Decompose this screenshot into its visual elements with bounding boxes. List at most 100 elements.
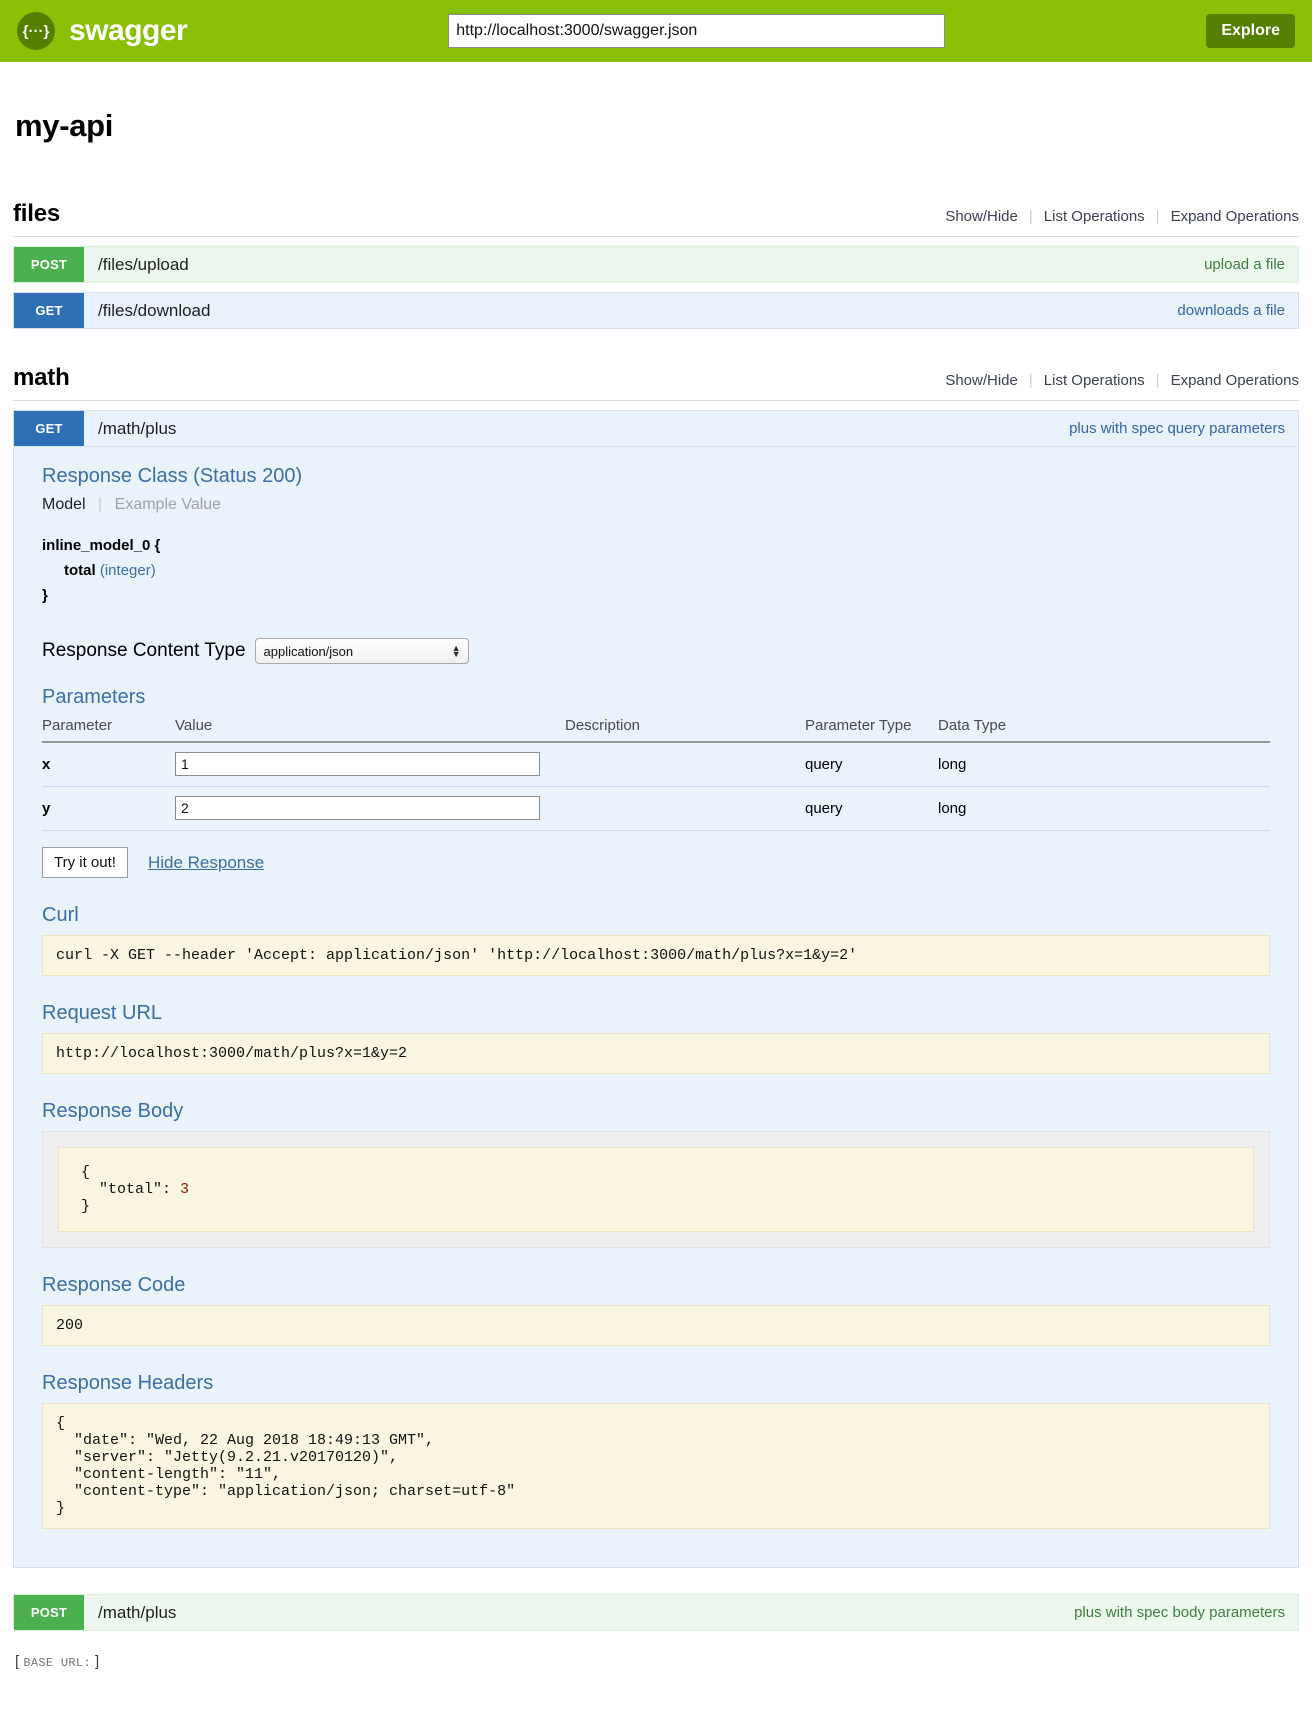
- operation-path: /files/download: [98, 300, 211, 320]
- param-data-type-x: long: [938, 742, 1270, 788]
- param-description-x: [565, 742, 805, 788]
- response-content-type-row: Response Content Type application/json ▲…: [42, 638, 1270, 665]
- operation-get-files-download[interactable]: GET /files/download downloads a file: [13, 292, 1299, 329]
- show-hide-link-files[interactable]: Show/Hide: [945, 208, 1018, 225]
- operation-bar[interactable]: /math/plus plus with spec query paramete…: [84, 411, 1298, 446]
- column-header-parameter-type: Parameter Type: [805, 717, 938, 744]
- param-description-y: [565, 786, 805, 832]
- param-type-y: query: [805, 786, 938, 832]
- link-separator: |: [1028, 208, 1033, 225]
- link-separator: |: [1028, 372, 1033, 389]
- operation-summary: downloads a file: [1177, 302, 1285, 319]
- operation-actions: Try it out! Hide Response: [42, 847, 1270, 879]
- bracket-close: ]: [95, 1653, 100, 1671]
- response-code-heading: Response Code: [42, 1274, 186, 1297]
- operation-header[interactable]: GET /files/download downloads a file: [13, 292, 1299, 329]
- resource-name-files: files: [13, 200, 61, 227]
- operation-bar[interactable]: /files/upload upload a file: [84, 247, 1298, 282]
- response-class-heading: Response Class (Status 200): [42, 465, 303, 487]
- swagger-ui-page: {···} swagger Explore my-api files Show/…: [0, 0, 1312, 1670]
- operation-path: /math/plus: [98, 418, 177, 438]
- operation-summary: plus with spec body parameters: [1074, 1604, 1285, 1622]
- operation-summary: plus with spec query parameters: [1069, 420, 1285, 437]
- table-row: y query long: [42, 786, 1270, 832]
- response-body-box: { "total": 3 }: [58, 1147, 1254, 1233]
- request-url-box: http://localhost:3000/math/plus?x=1&y=2: [42, 1033, 1270, 1075]
- model-property-name: total: [64, 561, 96, 579]
- response-headers-box: { "date": "Wed, 22 Aug 2018 18:49:13 GMT…: [42, 1403, 1270, 1530]
- operation-details-panel: Response Class (Status 200) Model | Exam…: [13, 447, 1299, 1569]
- param-type-x: query: [805, 742, 938, 788]
- operation-header[interactable]: POST /math/plus plus with spec body para…: [13, 1594, 1299, 1632]
- tab-model[interactable]: Model: [42, 496, 86, 513]
- param-data-type-y: long: [938, 786, 1270, 832]
- response-body-open-brace: {: [81, 1164, 91, 1182]
- response-body-heading: Response Body: [42, 1100, 184, 1123]
- base-url-footer: [ BASE URL: ]: [15, 1653, 1299, 1670]
- method-badge-post: POST: [14, 1595, 84, 1631]
- expand-operations-link-math[interactable]: Expand Operations: [1170, 372, 1299, 389]
- bracket-open: [: [15, 1653, 20, 1671]
- response-code-box: 200: [42, 1305, 1270, 1347]
- main-content: my-api files Show/Hide | List Operations…: [0, 108, 1312, 1670]
- method-badge-get: GET: [14, 293, 84, 328]
- show-hide-link-math[interactable]: Show/Hide: [945, 372, 1018, 389]
- operation-header[interactable]: POST /files/upload upload a file: [13, 246, 1299, 283]
- operation-path: /files/upload: [98, 254, 189, 274]
- column-header-parameter: Parameter: [42, 717, 175, 744]
- operation-post-math-plus[interactable]: POST /math/plus plus with spec body para…: [13, 1594, 1299, 1632]
- stepper-arrows-icon: ▲ ▼: [451, 643, 461, 660]
- response-body-number: 3: [180, 1181, 190, 1199]
- resource-name-math: math: [13, 364, 70, 391]
- model-open-line: inline_model_0 {: [42, 537, 161, 554]
- method-badge-post: POST: [14, 247, 84, 282]
- response-content-type-value: application/json: [263, 643, 354, 659]
- parameters-heading: Parameters: [42, 686, 146, 709]
- response-content-type-select[interactable]: application/json ▲ ▼: [254, 638, 469, 665]
- curl-heading: Curl: [42, 904, 79, 927]
- column-header-data-type: Data Type: [938, 717, 1270, 744]
- operation-header[interactable]: GET /math/plus plus with spec query para…: [13, 410, 1299, 447]
- model-close-line: }: [42, 586, 48, 604]
- table-row: x query long: [42, 742, 1270, 788]
- resource-links-files: Show/Hide | List Operations | Expand Ope…: [945, 208, 1299, 225]
- swagger-brand[interactable]: {···} swagger: [17, 12, 188, 50]
- base-url-label: BASE URL:: [23, 1656, 91, 1671]
- tab-example-value[interactable]: Example Value: [114, 496, 222, 513]
- model-property-type: (integer): [99, 561, 156, 579]
- operation-post-files-upload[interactable]: POST /files/upload upload a file: [13, 246, 1299, 283]
- param-input-y[interactable]: [175, 796, 540, 821]
- link-separator: |: [1155, 372, 1160, 389]
- try-it-out-button[interactable]: Try it out!: [42, 847, 128, 879]
- spec-url-wrap: [187, 14, 1206, 48]
- resource-header-files: files Show/Hide | List Operations | Expa…: [13, 200, 1299, 237]
- response-body-container: { "total": 3 }: [42, 1131, 1270, 1249]
- param-value-cell-x: [175, 742, 565, 788]
- expand-operations-link-files[interactable]: Expand Operations: [1170, 208, 1299, 225]
- response-headers-heading: Response Headers: [42, 1372, 214, 1395]
- operation-bar[interactable]: /files/download downloads a file: [84, 293, 1298, 328]
- param-name-y: y: [42, 786, 175, 832]
- list-operations-link-files[interactable]: List Operations: [1043, 208, 1145, 225]
- hide-response-link[interactable]: Hide Response: [147, 852, 265, 872]
- top-header-bar: {···} swagger Explore: [0, 0, 1312, 62]
- resource-links-math: Show/Hide | List Operations | Expand Ope…: [945, 372, 1299, 389]
- model-signature: inline_model_0 { total (integer) }: [42, 534, 1270, 608]
- model-property-total: total (integer): [64, 559, 1270, 584]
- parameters-table-head: Parameter Value Description Parameter Ty…: [42, 717, 1270, 744]
- operation-summary: upload a file: [1204, 256, 1285, 273]
- parameters-table-body: x query long y: [42, 742, 1270, 832]
- param-value-cell-y: [175, 786, 565, 832]
- list-operations-link-math[interactable]: List Operations: [1043, 372, 1145, 389]
- operation-bar[interactable]: /math/plus plus with spec body parameter…: [84, 1595, 1298, 1630]
- tab-separator: |: [98, 496, 103, 513]
- spec-url-input[interactable]: [448, 14, 946, 48]
- swagger-logo-icon: {···}: [17, 12, 55, 50]
- explore-button[interactable]: Explore: [1206, 14, 1295, 48]
- column-header-value: Value: [175, 717, 565, 744]
- param-input-x[interactable]: [175, 752, 540, 777]
- operation-get-math-plus[interactable]: GET /math/plus plus with spec query para…: [13, 410, 1299, 1569]
- response-body-key: "total":: [81, 1181, 181, 1199]
- parameters-table: Parameter Value Description Parameter Ty…: [42, 717, 1270, 832]
- method-badge-get: GET: [14, 411, 84, 446]
